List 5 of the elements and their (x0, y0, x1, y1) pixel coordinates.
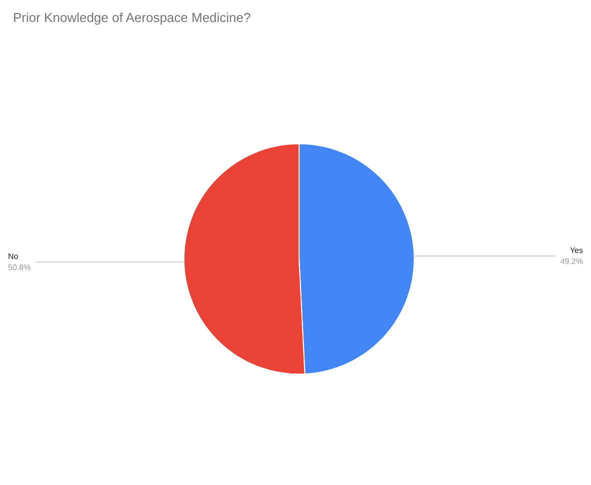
slice-label: Yes (570, 246, 583, 255)
data-label: 49.2% (560, 256, 583, 266)
slice-label: No (8, 252, 19, 262)
data-label: 50.8% (8, 263, 31, 272)
chart-title: Prior Knowledge of Aerospace Medicine? (13, 10, 251, 25)
